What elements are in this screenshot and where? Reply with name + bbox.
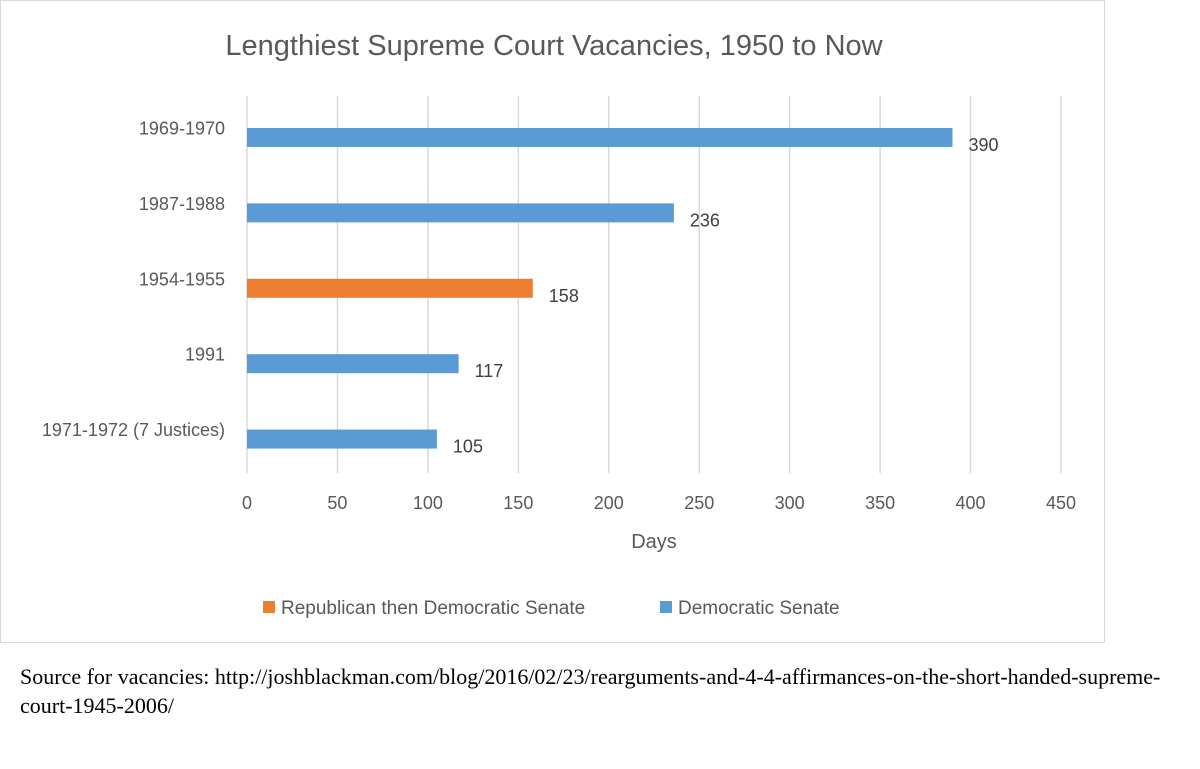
data-label: 158 (549, 286, 579, 306)
bar (247, 127, 953, 147)
category-label: 1971-1972 (7 Justices) (42, 420, 225, 440)
category-label: 1991 (185, 345, 225, 365)
legend-swatch (660, 601, 672, 613)
source-note: Source for vacancies: http://joshblackma… (20, 664, 1161, 718)
bar (247, 278, 533, 298)
bar (247, 354, 459, 374)
legend: Republican then Democratic Senate Democra… (263, 598, 840, 619)
grid-lines (246, 96, 1062, 473)
data-label: 117 (475, 361, 504, 381)
x-tick-label: 50 (327, 493, 347, 513)
x-tick-label: 0 (242, 493, 252, 513)
x-tick-label: 400 (956, 493, 986, 513)
category-label: 1969-1970 (139, 118, 225, 138)
chart-svg: Lengthiest Supreme Court Vacancies, 1950… (42, 30, 1076, 619)
x-axis-title: Days (631, 531, 677, 553)
legend-label: Democratic Senate (678, 598, 840, 619)
x-tick-label: 100 (413, 493, 443, 513)
data-label: 236 (690, 210, 720, 230)
legend-label: Republican then Democratic Senate (281, 598, 585, 619)
bar (247, 429, 437, 449)
x-tick-label: 200 (594, 493, 624, 513)
x-tick-label: 250 (684, 493, 714, 513)
bars: 390 236 158 117 105 (247, 127, 999, 457)
x-tick-label: 450 (1046, 493, 1076, 513)
category-label: 1954-1955 (139, 269, 225, 289)
chart-frame: Lengthiest Supreme Court Vacancies, 1950… (0, 0, 1105, 643)
category-labels: 1969-1970 1987-1988 1954-1955 1991 1971-1972… (42, 118, 225, 440)
x-tick-label: 350 (865, 493, 895, 513)
chart-title: Lengthiest Supreme Court Vacancies, 1950… (225, 30, 883, 62)
legend-swatch (263, 601, 275, 613)
x-tick-label: 300 (775, 493, 805, 513)
category-label: 1987-1988 (139, 194, 225, 214)
data-label: 390 (968, 135, 998, 155)
x-tick-labels: 0 50 100 150 200 250 300 350 400 450 (242, 493, 1076, 513)
data-label: 105 (453, 437, 483, 457)
x-tick-label: 150 (503, 493, 533, 513)
bar (247, 203, 674, 223)
